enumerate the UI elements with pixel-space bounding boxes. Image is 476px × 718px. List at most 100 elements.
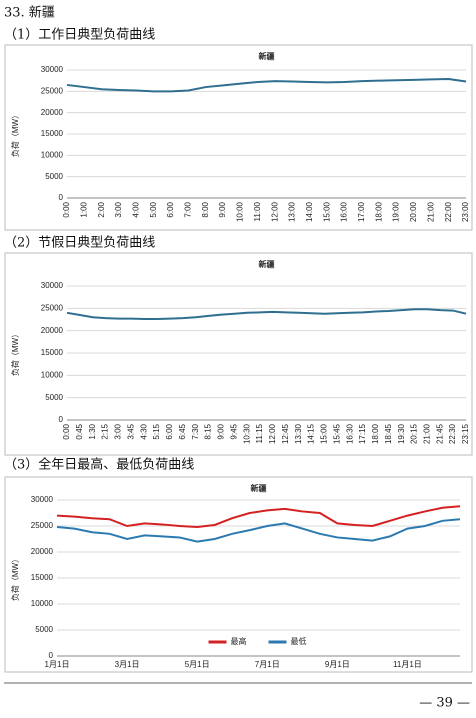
x-tick-label: 19:00 (392, 201, 401, 222)
x-tick-label: 21:45 (435, 423, 444, 444)
data-line (66, 77, 467, 93)
x-tick-label: 23:15 (461, 423, 470, 444)
y-tick-label: 10000 (41, 370, 64, 379)
x-tick-label: 20:00 (409, 201, 418, 222)
x-tick-label: 17:15 (358, 423, 367, 444)
y-tick-label: 15000 (41, 348, 64, 357)
x-tick-label: 8:15 (204, 423, 213, 439)
x-tick-label: 13:00 (288, 201, 297, 222)
chart-frame (4, 44, 473, 231)
caption: （1）工作日典型负荷曲线 (4, 28, 155, 43)
chart-frame (4, 476, 473, 673)
x-tick-label: 1月1日 (45, 660, 70, 669)
y-tick-label: 15000 (41, 129, 64, 138)
y-tick-label: 30000 (31, 495, 54, 504)
x-tick-label: 18:00 (374, 201, 383, 222)
x-tick-label: 14:00 (305, 201, 314, 222)
x-tick-label: 8:00 (201, 201, 210, 217)
data-line (56, 505, 461, 529)
x-tick-label: 12:00 (270, 201, 279, 222)
x-tick-label: 0:45 (75, 423, 84, 439)
heading: 33. 新疆 (4, 5, 55, 21)
legend-label: 最低 (291, 636, 307, 646)
x-tick-label: 3:00 (114, 423, 123, 439)
x-tick-label: 7:00 (184, 201, 193, 217)
chart-title: 新疆 (251, 483, 267, 493)
x-tick-label: 14:15 (307, 423, 316, 444)
caption: （2）节假日典型负荷曲线 (4, 236, 155, 251)
y-tick-label: 20000 (41, 326, 64, 335)
x-tick-label: 21:00 (426, 201, 435, 222)
y-axis-label: 负荷（MW） (10, 330, 20, 376)
x-tick-label: 11月1日 (393, 660, 422, 669)
y-tick-label: 10000 (41, 150, 64, 159)
x-tick-label: 13:30 (294, 423, 303, 444)
y-tick-label: 5000 (45, 172, 63, 181)
y-axis-label: 负荷（MW） (10, 111, 20, 157)
x-tick-label: 15:00 (322, 201, 331, 222)
x-tick-label: 11:00 (253, 201, 262, 221)
x-tick-label: 21:00 (422, 423, 431, 444)
y-tick-label: 20000 (31, 547, 54, 556)
x-tick-label: 6:45 (178, 423, 187, 439)
page-number: — 39 — (419, 696, 470, 711)
y-tick-label: 5000 (35, 625, 53, 634)
x-tick-label: 7月1日 (255, 660, 280, 669)
x-tick-label: 9:00 (217, 423, 226, 439)
x-tick-label: 9:45 (229, 423, 238, 439)
x-tick-label: 6:00 (165, 423, 174, 439)
x-tick-label: 23:00 (461, 201, 470, 222)
x-tick-label: 7:30 (191, 423, 200, 439)
x-tick-label: 0:00 (62, 423, 71, 439)
x-tick-label: 3:45 (126, 423, 135, 439)
x-tick-label: 3月1日 (115, 660, 140, 669)
x-tick-label: 20:15 (410, 423, 419, 444)
legend-label: 最高 (231, 636, 247, 646)
x-tick-label: 12:00 (268, 423, 277, 444)
y-tick-label: 0 (59, 415, 64, 424)
x-tick-label: 6:00 (166, 201, 175, 217)
x-tick-label: 4:00 (132, 201, 141, 217)
x-tick-label: 9月1日 (325, 660, 350, 669)
data-line (66, 308, 467, 321)
y-tick-label: 20000 (41, 108, 64, 117)
x-tick-label: 3:00 (114, 201, 123, 217)
x-tick-label: 5月1日 (185, 660, 210, 669)
x-tick-label: 10:30 (242, 423, 251, 444)
chart-title: 新疆 (259, 259, 275, 269)
y-tick-label: 30000 (41, 281, 64, 290)
x-tick-label: 12:45 (281, 423, 290, 444)
x-tick-label: 16:30 (345, 423, 354, 444)
y-axis-label: 负荷（MW） (10, 555, 20, 601)
x-tick-label: 22:30 (448, 423, 457, 444)
chart-title: 新疆 (259, 51, 275, 61)
x-tick-label: 2:00 (97, 201, 106, 217)
x-tick-label: 1:00 (79, 201, 88, 217)
x-tick-label: 5:15 (152, 423, 161, 439)
x-tick-label: 17:00 (357, 201, 366, 222)
x-tick-label: 1:30 (88, 423, 97, 439)
x-tick-label: 16:00 (340, 201, 349, 222)
y-tick-label: 25000 (41, 86, 64, 95)
y-tick-label: 0 (59, 193, 64, 202)
x-tick-label: 19:30 (397, 423, 406, 444)
x-tick-label: 4:30 (139, 423, 148, 439)
y-tick-label: 0 (49, 651, 54, 660)
x-tick-label: 5:00 (149, 201, 158, 217)
x-tick-label: 15:00 (320, 423, 329, 444)
y-tick-label: 25000 (41, 303, 64, 312)
x-tick-label: 2:15 (101, 423, 110, 439)
caption: （3）全年日最高、最低负荷曲线 (4, 457, 194, 473)
x-tick-label: 22:00 (444, 201, 453, 222)
x-tick-label: 15:45 (332, 423, 341, 444)
y-tick-label: 10000 (31, 599, 54, 608)
y-tick-label: 15000 (31, 573, 54, 582)
y-tick-label: 30000 (41, 65, 64, 74)
x-tick-label: 9:00 (218, 201, 227, 217)
data-line (56, 518, 461, 543)
x-tick-label: 0:00 (62, 201, 71, 217)
chart-frame (4, 252, 473, 456)
y-tick-label: 5000 (45, 393, 63, 402)
